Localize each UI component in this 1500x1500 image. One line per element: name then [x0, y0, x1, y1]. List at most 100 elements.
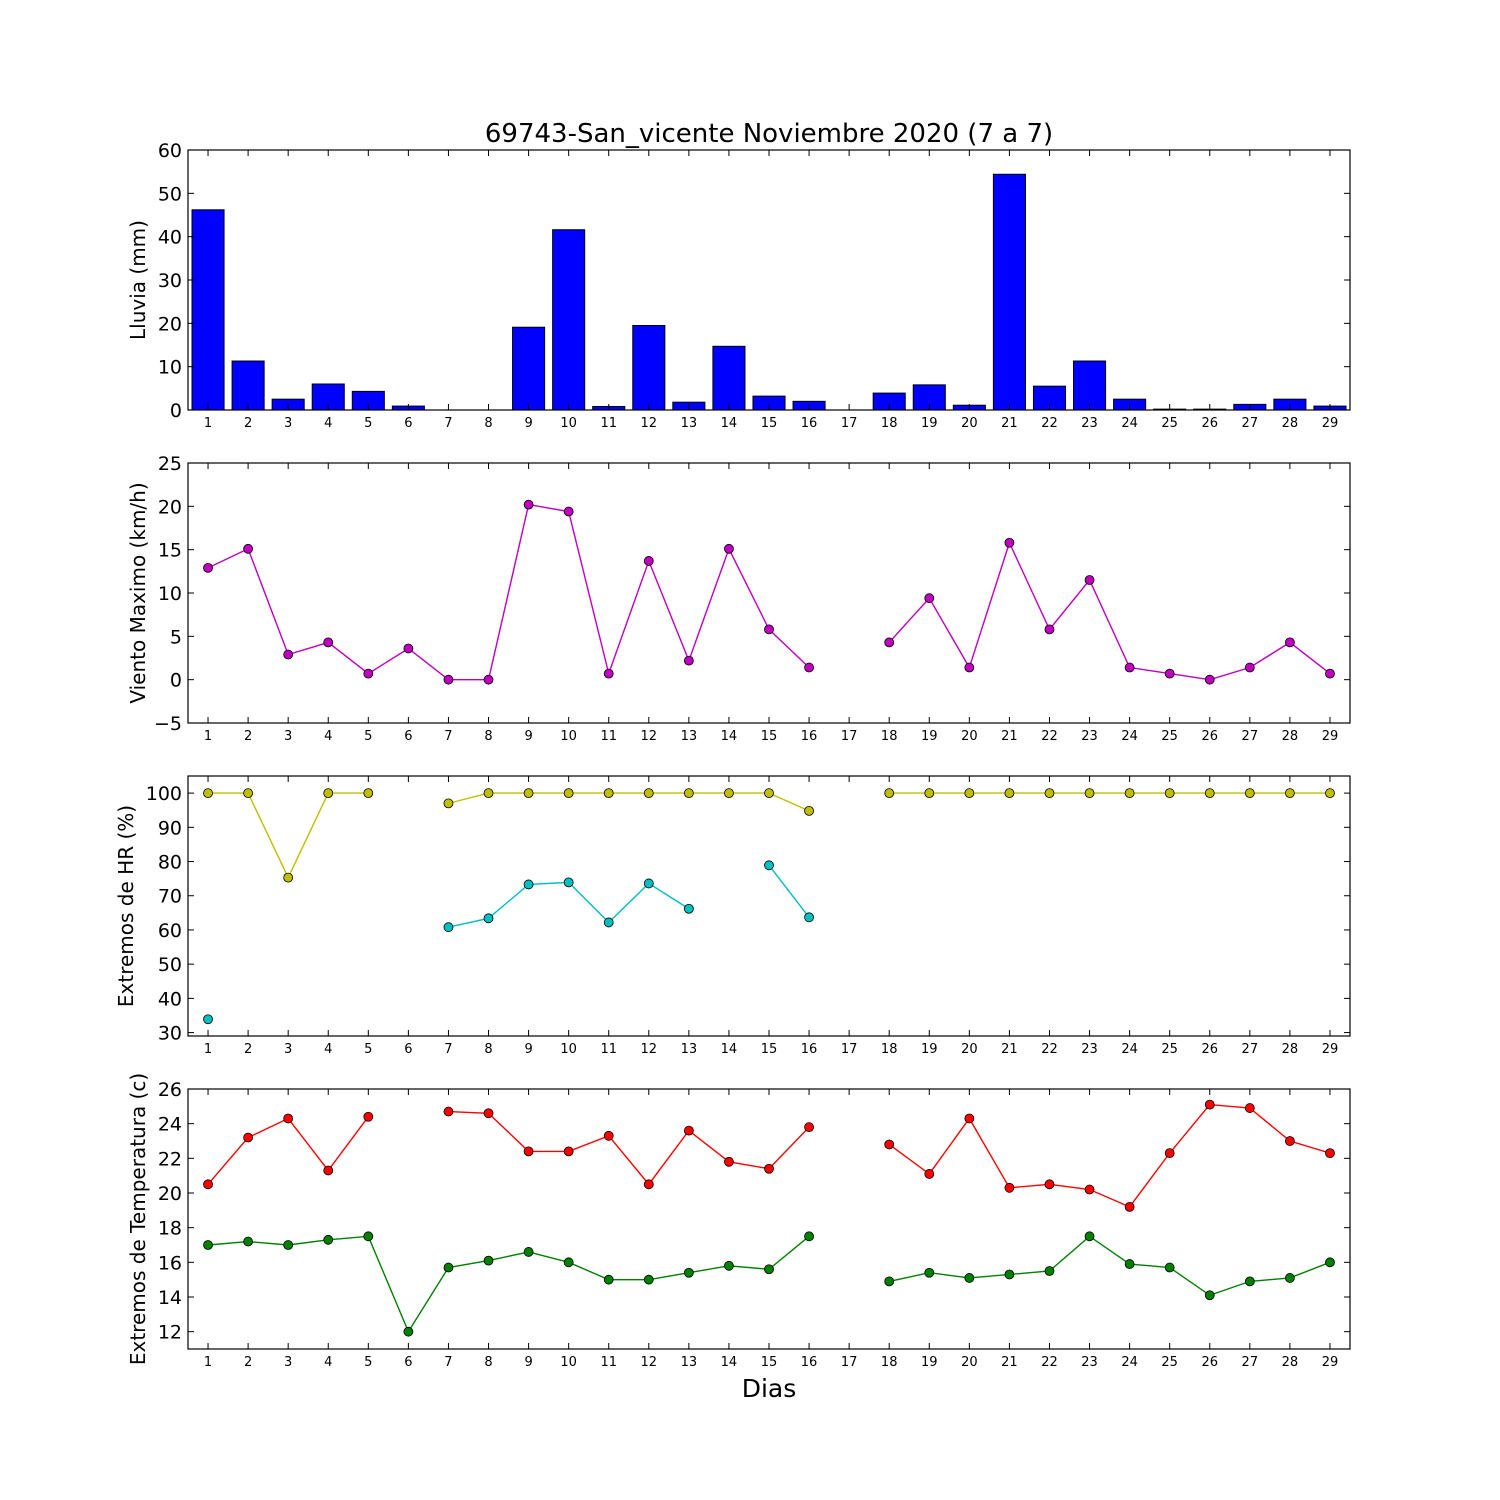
hr-series-0-point-day-19 — [924, 788, 935, 799]
viento-series-0-point-day-29 — [1325, 668, 1335, 679]
x-tick-label-viento: 29 — [1322, 729, 1339, 744]
temperatura-series-0-point-day-14 — [724, 1156, 734, 1167]
hr-series-0-point-day-3 — [283, 872, 294, 883]
y-tick-label-temperatura: 18 — [158, 1218, 182, 1240]
temperatura-series-1-point-day-5 — [363, 1231, 374, 1242]
temperatura-series-1-point-day-19 — [924, 1267, 935, 1278]
hr-series-0-point-day-2 — [243, 788, 254, 799]
x-tick-label-viento: 2 — [244, 729, 252, 744]
x-tick-label-viento: 13 — [681, 729, 698, 744]
temperatura-series-1-point-day-7 — [443, 1262, 454, 1273]
hr-series-0-point-day-5 — [363, 788, 374, 799]
temperatura-series-0-line-2 — [888, 1103, 1331, 1208]
temperatura-series-0-point-day-9 — [523, 1146, 534, 1157]
x-tick-label-hr: 11 — [600, 1042, 617, 1057]
viento-series-0-point-day-23 — [1084, 575, 1095, 585]
y-tick-label-temperatura: 24 — [158, 1114, 182, 1136]
y-tick-label-hr: 40 — [158, 988, 182, 1010]
viento-series-0-point-day-14 — [724, 543, 734, 554]
x-tick-label-hr: 29 — [1322, 1042, 1339, 1057]
x-tick-label-hr: 27 — [1242, 1042, 1259, 1057]
y-axis-label-lluvia: Lluvia (mm) — [126, 220, 150, 340]
bar-day-2 — [231, 360, 265, 411]
x-tick-label-lluvia: 13 — [681, 416, 698, 431]
temperatura-series-1-point-day-10 — [563, 1257, 574, 1268]
y-tick-label-lluvia: 0 — [170, 400, 182, 422]
y-tick-label-viento: 0 — [170, 670, 182, 692]
temperatura-series-1-point-day-11 — [603, 1274, 614, 1285]
temperatura-series-0-line-1 — [448, 1110, 810, 1186]
x-tick-label-viento: 27 — [1242, 729, 1259, 744]
x-tick-label-viento: 1 — [204, 729, 212, 744]
temperatura-series-0-point-day-2 — [243, 1132, 254, 1143]
viento-series-0-point-day-16 — [804, 662, 814, 673]
hr-series-0-point-day-14 — [724, 788, 734, 799]
temperatura-series-1-point-day-4 — [323, 1234, 334, 1245]
hr-series-0-point-day-11 — [603, 788, 614, 799]
viento-series-0-point-day-2 — [243, 543, 254, 554]
x-tick-label-viento: 8 — [484, 729, 492, 744]
x-tick-label-lluvia: 10 — [560, 416, 577, 431]
x-tick-label-viento: 18 — [881, 729, 898, 744]
viento-series-0-point-day-24 — [1124, 662, 1135, 673]
hr-series-1-point-day-11 — [603, 917, 614, 928]
temperatura-series-1-point-day-15 — [764, 1264, 774, 1275]
x-tick-label-temperatura: 28 — [1282, 1355, 1299, 1370]
viento-series-0-point-day-9 — [523, 499, 534, 510]
y-tick-label-lluvia: 30 — [158, 270, 182, 292]
x-tick-label-temperatura: 4 — [324, 1355, 332, 1370]
x-tick-label-viento: 25 — [1161, 729, 1178, 744]
x-tick-label-hr: 13 — [681, 1042, 698, 1057]
bar-day-21 — [992, 173, 1026, 411]
viento-series-0-point-day-13 — [683, 655, 694, 666]
y-tick-label-viento: 5 — [170, 626, 182, 648]
temperatura-series-0-point-day-25 — [1164, 1148, 1175, 1159]
temperatura-series-1-point-day-18 — [884, 1276, 895, 1287]
y-tick-label-hr: 30 — [158, 1023, 182, 1045]
x-tick-label-temperatura: 26 — [1201, 1355, 1218, 1370]
x-tick-label-viento: 3 — [284, 729, 292, 744]
x-axis-label: Dias — [742, 1374, 797, 1403]
x-tick-label-viento: 21 — [1001, 729, 1018, 744]
viento-series-0-point-day-6 — [403, 643, 414, 654]
x-tick-label-hr: 5 — [364, 1042, 372, 1057]
hr-series-1-point-day-10 — [563, 877, 574, 888]
hr-series-1-point-day-1 — [203, 1014, 213, 1025]
x-tick-label-hr: 15 — [761, 1042, 778, 1057]
temperatura-series-0-point-day-23 — [1084, 1184, 1095, 1195]
x-tick-label-temperatura: 18 — [881, 1355, 898, 1370]
x-tick-label-lluvia: 2 — [244, 416, 252, 431]
x-tick-label-lluvia: 7 — [444, 416, 452, 431]
x-tick-label-lluvia: 18 — [881, 416, 898, 431]
x-tick-label-hr: 28 — [1282, 1042, 1299, 1057]
temperatura-series-0-point-day-11 — [603, 1130, 614, 1141]
viento-series-0-point-day-7 — [443, 674, 454, 685]
temperatura-series-1-point-day-28 — [1285, 1273, 1295, 1283]
x-tick-label-hr: 18 — [881, 1042, 898, 1057]
hr-series-1-point-day-7 — [443, 922, 454, 933]
temperatura-series-0-point-day-7 — [443, 1106, 454, 1117]
x-tick-label-lluvia: 19 — [921, 416, 938, 431]
temperatura-series-1-point-day-25 — [1164, 1262, 1175, 1273]
x-tick-label-temperatura: 10 — [560, 1355, 577, 1370]
viento-series-0-point-day-11 — [603, 668, 614, 679]
axes-frame-lluvia — [187, 149, 1351, 411]
x-tick-label-viento: 15 — [761, 729, 778, 744]
x-tick-label-temperatura: 29 — [1322, 1355, 1339, 1370]
temperatura-series-1-point-day-6 — [403, 1326, 414, 1337]
temperatura-series-1-point-day-21 — [1004, 1269, 1015, 1280]
x-tick-label-viento: 23 — [1081, 729, 1098, 744]
x-tick-label-hr: 16 — [801, 1042, 818, 1057]
x-tick-label-viento: 22 — [1041, 729, 1058, 744]
temperatura-series-0-point-day-5 — [363, 1111, 374, 1122]
hr-series-1-point-day-8 — [483, 913, 494, 924]
x-tick-label-temperatura: 9 — [524, 1355, 532, 1370]
viento-series-0-point-day-3 — [283, 649, 294, 660]
x-tick-label-lluvia: 15 — [761, 416, 778, 431]
x-tick-label-hr: 21 — [1001, 1042, 1018, 1057]
y-tick-label-hr: 100 — [146, 783, 182, 805]
x-tick-label-viento: 4 — [324, 729, 332, 744]
hr-series-0-point-day-16 — [804, 805, 814, 816]
